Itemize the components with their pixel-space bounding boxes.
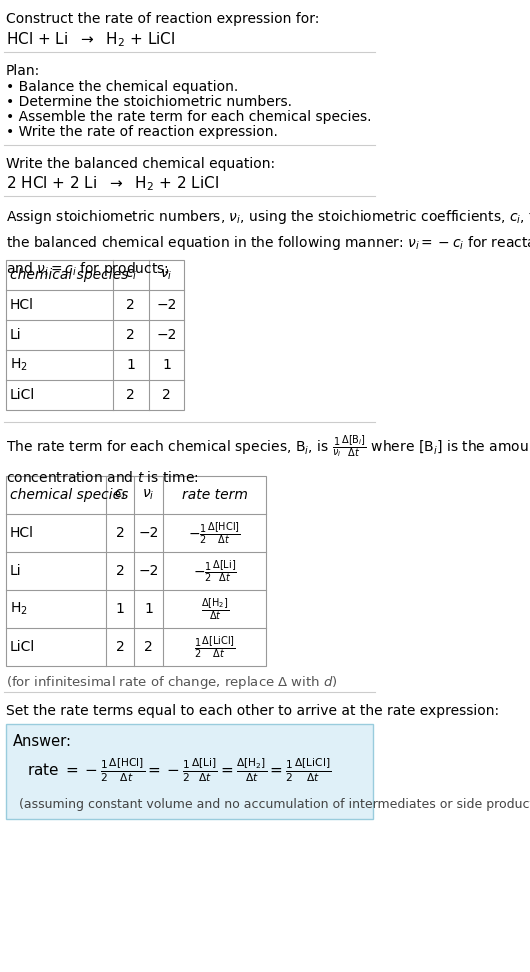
Text: $\frac{\Delta[\mathrm{H_2}]}{\Delta t}$: $\frac{\Delta[\mathrm{H_2}]}{\Delta t}$ <box>200 596 229 622</box>
Text: −2: −2 <box>138 564 159 578</box>
Text: HCl: HCl <box>10 298 34 312</box>
Text: 1: 1 <box>126 358 135 372</box>
Text: −2: −2 <box>156 328 176 342</box>
Text: chemical species: chemical species <box>10 268 128 282</box>
Text: H$_2$: H$_2$ <box>10 601 28 617</box>
Text: rate $= -\frac{1}{2}\frac{\Delta[\mathrm{HCl}]}{\Delta t} = -\frac{1}{2}\frac{\D: rate $= -\frac{1}{2}\frac{\Delta[\mathrm… <box>27 756 332 783</box>
Text: 2: 2 <box>116 564 125 578</box>
Text: 2: 2 <box>162 388 171 402</box>
Text: 2: 2 <box>126 328 135 342</box>
Text: • Determine the stoichiometric numbers.: • Determine the stoichiometric numbers. <box>6 95 292 109</box>
Text: $c_i$: $c_i$ <box>125 268 137 282</box>
Text: −2: −2 <box>138 526 159 540</box>
Text: (assuming constant volume and no accumulation of intermediates or side products): (assuming constant volume and no accumul… <box>19 798 530 811</box>
Bar <box>6 724 373 819</box>
Text: 2 HCl + 2 Li  $\rightarrow$  H$_2$ + 2 LiCl: 2 HCl + 2 Li $\rightarrow$ H$_2$ + 2 LiC… <box>6 174 218 192</box>
Text: Plan:: Plan: <box>6 64 40 78</box>
Text: H$_2$: H$_2$ <box>10 357 28 373</box>
Text: Construct the rate of reaction expression for:: Construct the rate of reaction expressio… <box>6 12 319 26</box>
Text: $\frac{1}{2}\frac{\Delta[\mathrm{LiCl}]}{\Delta t}$: $\frac{1}{2}\frac{\Delta[\mathrm{LiCl}]}… <box>194 634 235 660</box>
Text: 1: 1 <box>144 602 153 616</box>
Text: $-\frac{1}{2}\frac{\Delta[\mathrm{Li}]}{\Delta t}$: $-\frac{1}{2}\frac{\Delta[\mathrm{Li}]}{… <box>193 558 236 584</box>
Text: chemical species: chemical species <box>10 488 128 502</box>
Text: −2: −2 <box>156 298 176 312</box>
Text: The rate term for each chemical species, B$_i$, is $\frac{1}{\nu_i}\frac{\Delta[: The rate term for each chemical species,… <box>6 434 530 485</box>
Bar <box>6 260 184 410</box>
Text: 2: 2 <box>116 640 125 654</box>
Text: $-\frac{1}{2}\frac{\Delta[\mathrm{HCl}]}{\Delta t}$: $-\frac{1}{2}\frac{\Delta[\mathrm{HCl}]}… <box>188 520 241 546</box>
Text: Li: Li <box>10 328 22 342</box>
Text: 2: 2 <box>126 388 135 402</box>
Text: HCl + Li  $\rightarrow$  H$_2$ + LiCl: HCl + Li $\rightarrow$ H$_2$ + LiCl <box>6 30 175 49</box>
Text: 2: 2 <box>126 298 135 312</box>
Text: • Write the rate of reaction expression.: • Write the rate of reaction expression. <box>6 125 278 139</box>
Text: Answer:: Answer: <box>13 734 72 749</box>
Text: 1: 1 <box>116 602 125 616</box>
Text: 2: 2 <box>144 640 153 654</box>
Text: • Balance the chemical equation.: • Balance the chemical equation. <box>6 80 238 94</box>
Text: Write the balanced chemical equation:: Write the balanced chemical equation: <box>6 157 275 171</box>
Text: $\nu_i$: $\nu_i$ <box>143 488 155 503</box>
Text: LiCl: LiCl <box>10 640 36 654</box>
Text: 1: 1 <box>162 358 171 372</box>
Text: rate term: rate term <box>182 488 248 502</box>
Text: $\nu_i$: $\nu_i$ <box>160 268 173 282</box>
Text: 2: 2 <box>116 526 125 540</box>
Text: $c_i$: $c_i$ <box>114 488 126 503</box>
Text: Assign stoichiometric numbers, $\nu_i$, using the stoichiometric coefficients, $: Assign stoichiometric numbers, $\nu_i$, … <box>6 208 530 278</box>
Text: Set the rate terms equal to each other to arrive at the rate expression:: Set the rate terms equal to each other t… <box>6 704 499 718</box>
Text: LiCl: LiCl <box>10 388 36 402</box>
Bar <box>6 476 267 666</box>
Text: • Assemble the rate term for each chemical species.: • Assemble the rate term for each chemic… <box>6 110 371 124</box>
Text: Li: Li <box>10 564 22 578</box>
Text: HCl: HCl <box>10 526 34 540</box>
Text: (for infinitesimal rate of change, replace $\Delta$ with $d$): (for infinitesimal rate of change, repla… <box>6 674 338 691</box>
